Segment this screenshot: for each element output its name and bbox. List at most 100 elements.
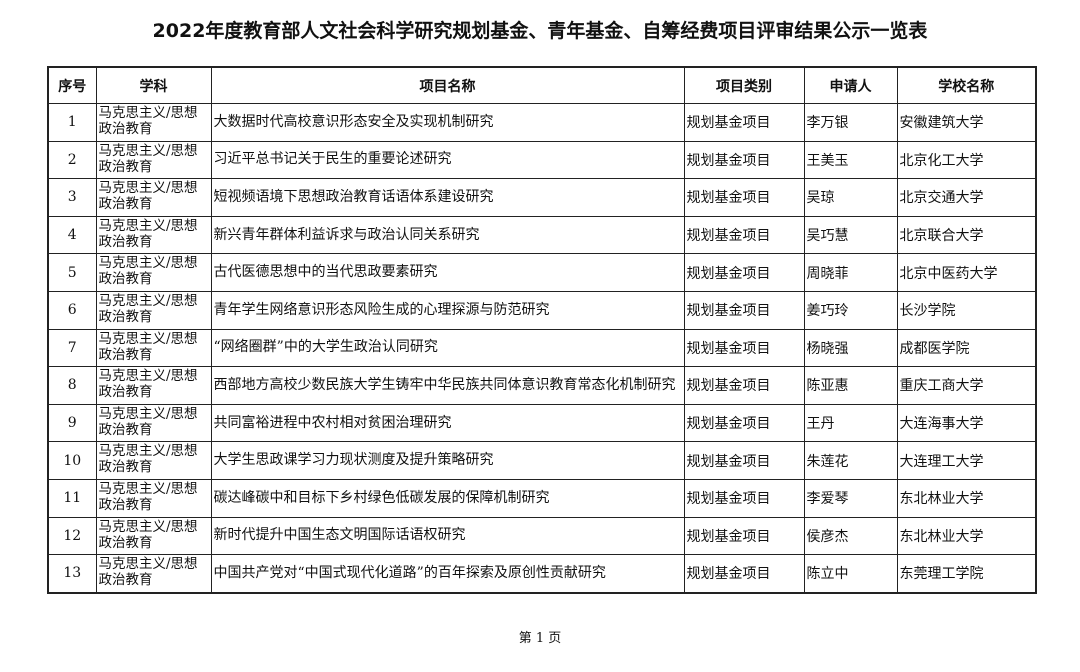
- cell-school: 东莞理工学院: [896, 554, 1037, 594]
- cell-no: 5: [47, 253, 97, 292]
- cell-school: 成都医学院: [896, 328, 1037, 368]
- cell-project: 新兴青年群体利益诉求与政治认同关系研究: [210, 215, 685, 255]
- cell-school: 东北林业大学: [896, 516, 1037, 556]
- cell-project: 习近平总书记关于民生的重要论述研究: [210, 140, 685, 180]
- cell-no: 8: [47, 366, 97, 405]
- cell-subject: 马克思主义/思想政治教育: [95, 403, 212, 443]
- cell-no: 12: [47, 516, 97, 556]
- cell-type: 规划基金项目: [683, 215, 805, 255]
- cell-subject: 马克思主义/思想政治教育: [95, 178, 212, 217]
- cell-school: 大连理工大学: [896, 441, 1037, 480]
- cell-no: 3: [47, 178, 97, 217]
- table-row: 9 马克思主义/思想政治教育 共同富裕进程中农村相对贫困治理研究 规划基金项目 王丹 大连…: [47, 403, 1037, 443]
- header-applicant: 申请人: [803, 66, 898, 104]
- cell-school: 北京交通大学: [896, 178, 1037, 217]
- cell-applicant: 侯彦杰: [803, 516, 898, 556]
- cell-subject: 马克思主义/思想政治教育: [95, 253, 212, 292]
- cell-type: 规划基金项目: [683, 253, 805, 292]
- cell-no: 2: [47, 140, 97, 180]
- cell-school: 东北林业大学: [896, 478, 1037, 518]
- cell-type: 规划基金项目: [683, 441, 805, 480]
- cell-school: 大连海事大学: [896, 403, 1037, 443]
- cell-project: 西部地方高校少数民族大学生铸牢中华民族共同体意识教育常态化机制研究: [210, 366, 685, 405]
- cell-applicant: 吴琼: [803, 178, 898, 217]
- table-row: 1 马克思主义/思想政治教育 大数据时代高校意识形态安全及实现机制研究 规划基金项目李…: [47, 103, 1037, 142]
- results-table: 序号 学科 项目名称 项目类别 申请人 学校名称 1 马克思主义/思想政治教育 大数…: [47, 66, 1037, 594]
- cell-project: “网络圈群”中的大学生政治认同研究: [210, 328, 685, 368]
- table-row: 8 马克思主义/思想政治教育 西部地方高校少数民族大学生铸牢中华民族共同体意识教育常…: [47, 366, 1037, 405]
- cell-project: 大学生思政课学习力现状测度及提升策略研究: [210, 441, 685, 480]
- cell-applicant: 李爱琴: [803, 478, 898, 518]
- cell-type: 规划基金项目: [683, 290, 805, 330]
- cell-type: 规划基金项目: [683, 403, 805, 443]
- cell-applicant: 陈立中: [803, 554, 898, 594]
- table-row: 7 马克思主义/思想政治教育 “网络圈群”中的大学生政治认同研究 规划基金项目 杨晓强成…: [47, 328, 1037, 368]
- page-number: 第 1 页: [518, 631, 562, 646]
- cell-school: 北京中医药大学: [896, 253, 1037, 292]
- table-row: 12 马克思主义/思想政治教育 新时代提升中国生态文明国际话语权研究 规划基金项目 侯彦…: [47, 516, 1037, 556]
- cell-project: 古代医德思想中的当代思政要素研究: [210, 253, 685, 292]
- table-header-row: 序号 学科 项目名称 项目类别 申请人 学校名称: [47, 66, 1037, 104]
- cell-no: 11: [47, 478, 97, 518]
- cell-school: 北京联合大学: [896, 215, 1037, 255]
- cell-applicant: 李万银: [803, 103, 898, 142]
- cell-subject: 马克思主义/思想政治教育: [95, 103, 212, 142]
- cell-applicant: 陈亚惠: [803, 366, 898, 405]
- cell-applicant: 吴巧慧: [803, 215, 898, 255]
- cell-applicant: 姜巧玲: [803, 290, 898, 330]
- cell-no: 13: [47, 554, 97, 594]
- table-row: 4 马克思主义/思想政治教育 新兴青年群体利益诉求与政治认同关系研究 规划基金项目 吴巧…: [47, 215, 1037, 255]
- cell-project: 中国共产党对“中国式现代化道路”的百年探索及原创性贡献研究: [210, 554, 685, 594]
- table-row: 10 马克思主义/思想政治教育 大学生思政课学习力现状测度及提升策略研究 规划基金项目…: [47, 441, 1037, 480]
- header-no: 序号: [47, 66, 97, 104]
- cell-no: 1: [47, 103, 97, 142]
- table-row: 13 马克思主义/思想政治教育 中国共产党对“中国式现代化道路”的百年探索及原创性贡…: [47, 554, 1037, 594]
- cell-project: 新时代提升中国生态文明国际话语权研究: [210, 516, 685, 556]
- header-project: 项目名称: [210, 66, 685, 104]
- cell-type: 规划基金项目: [683, 328, 805, 368]
- table-row: 2 马克思主义/思想政治教育 习近平总书记关于民生的重要论述研究 规划基金项目 王美玉北…: [47, 140, 1037, 180]
- cell-project: 共同富裕进程中农村相对贫困治理研究: [210, 403, 685, 443]
- cell-type: 规划基金项目: [683, 366, 805, 405]
- cell-school: 安徽建筑大学: [896, 103, 1037, 142]
- cell-type: 规划基金项目: [683, 516, 805, 556]
- cell-school: 北京化工大学: [896, 140, 1037, 180]
- cell-subject: 马克思主义/思想政治教育: [95, 516, 212, 556]
- cell-subject: 马克思主义/思想政治教育: [95, 140, 212, 180]
- cell-subject: 马克思主义/思想政治教育: [95, 441, 212, 480]
- cell-project: 青年学生网络意识形态风险生成的心理探源与防范研究: [210, 290, 685, 330]
- cell-subject: 马克思主义/思想政治教育: [95, 215, 212, 255]
- cell-applicant: 朱莲花: [803, 441, 898, 480]
- cell-project: 短视频语境下思想政治教育话语体系建设研究: [210, 178, 685, 217]
- cell-school: 长沙学院: [896, 290, 1037, 330]
- cell-subject: 马克思主义/思想政治教育: [95, 366, 212, 405]
- cell-project: 大数据时代高校意识形态安全及实现机制研究: [210, 103, 685, 142]
- cell-subject: 马克思主义/思想政治教育: [95, 328, 212, 368]
- header-subject: 学科: [95, 66, 212, 104]
- cell-type: 规划基金项目: [683, 178, 805, 217]
- cell-project: 碳达峰碳中和目标下乡村绿色低碳发展的保障机制研究: [210, 478, 685, 518]
- table-row: 11 马克思主义/思想政治教育 碳达峰碳中和目标下乡村绿色低碳发展的保障机制研究 规划…: [47, 478, 1037, 518]
- cell-subject: 马克思主义/思想政治教育: [95, 554, 212, 594]
- table-row: 3 马克思主义/思想政治教育 短视频语境下思想政治教育话语体系建设研究 规划基金项目吴…: [47, 178, 1037, 217]
- document-title: 2022年度教育部人文社会科学研究规划基金、青年基金、自筹经费项目评审结果公示一…: [152, 20, 928, 42]
- cell-no: 9: [47, 403, 97, 443]
- cell-applicant: 王美玉: [803, 140, 898, 180]
- cell-school: 重庆工商大学: [896, 366, 1037, 405]
- table-row: 6 马克思主义/思想政治教育 青年学生网络意识形态风险生成的心理探源与防范研究 规划基…: [47, 290, 1037, 330]
- cell-applicant: 杨晓强: [803, 328, 898, 368]
- cell-type: 规划基金项目: [683, 103, 805, 142]
- cell-type: 规划基金项目: [683, 140, 805, 180]
- header-school: 学校名称: [896, 66, 1037, 104]
- cell-type: 规划基金项目: [683, 554, 805, 594]
- header-type: 项目类别: [683, 66, 805, 104]
- cell-no: 6: [47, 290, 97, 330]
- cell-subject: 马克思主义/思想政治教育: [95, 290, 212, 330]
- cell-subject: 马克思主义/思想政治教育: [95, 478, 212, 518]
- cell-applicant: 周晓菲: [803, 253, 898, 292]
- cell-type: 规划基金项目: [683, 478, 805, 518]
- table-row: 5 马克思主义/思想政治教育 古代医德思想中的当代思政要素研究 规划基金项目 周晓菲 北京…: [47, 253, 1037, 292]
- cell-no: 4: [47, 215, 97, 255]
- cell-no: 7: [47, 328, 97, 368]
- cell-no: 10: [47, 441, 97, 480]
